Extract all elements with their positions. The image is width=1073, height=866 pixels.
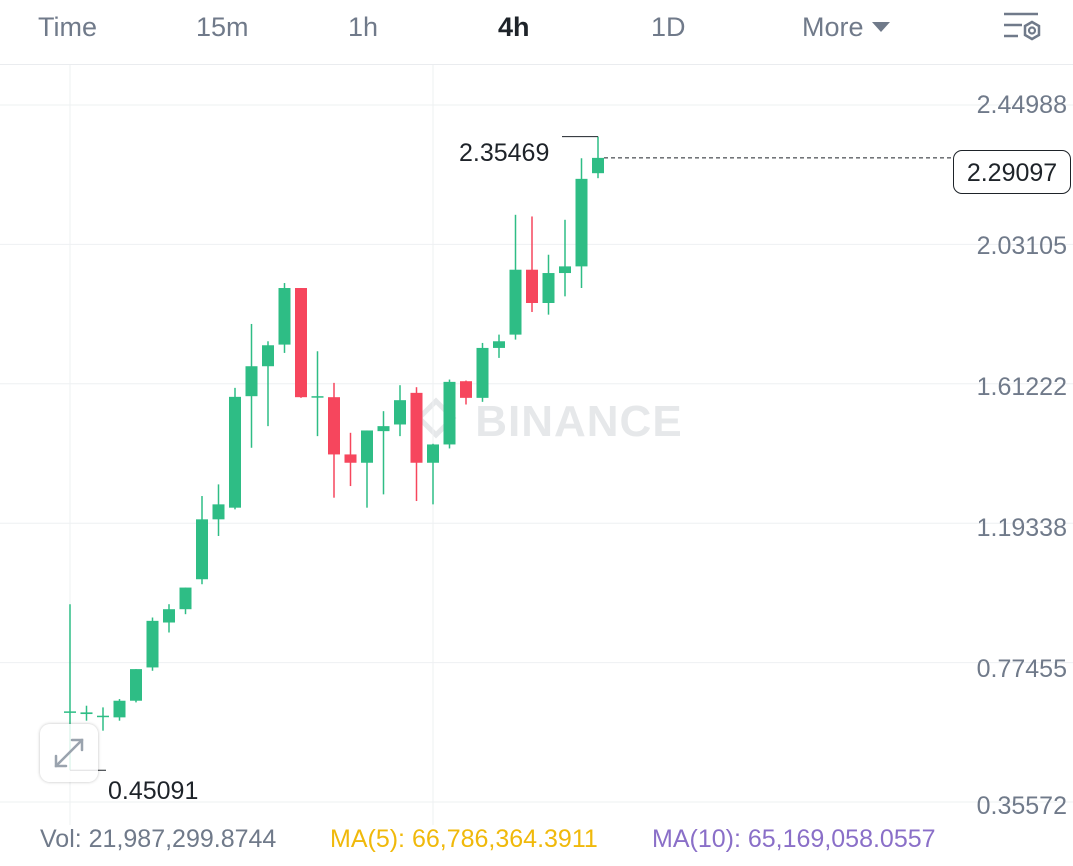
candle-body [245,366,258,397]
tab-time[interactable]: Time [38,12,97,42]
candle-body [97,715,109,718]
header-divider [0,64,1073,65]
candle-body [295,288,307,398]
candle-body [278,288,291,345]
candle-body [163,609,175,623]
volume-label: Vol: 21,987,299.8744 [40,825,277,853]
candle-body [443,381,456,445]
candle-body [493,341,505,348]
tab-1d[interactable]: 1D [651,12,686,42]
ma10-label: MA(10): 65,169,058.0557 [652,825,936,853]
interval-tabs: Time 15m 1h 4h 1D More [0,0,1073,60]
tab-15m[interactable]: 15m [196,12,249,42]
candle-body [592,157,604,174]
fullscreen-expand-button[interactable] [40,724,98,782]
expand-arrows-icon [54,738,84,768]
candle-body [212,504,225,520]
tab-4h[interactable]: 4h [498,12,530,42]
binance-watermark: BINANCE [410,392,683,447]
candle-body [146,620,159,668]
candle-body [229,396,241,508]
price-axis-label: 0.35572 [976,792,1067,820]
candle-body [427,444,439,463]
candle-body [361,430,373,463]
tab-1h[interactable]: 1h [348,12,379,42]
candle-body [394,400,406,425]
candle-body [311,396,324,398]
candle-body [113,700,126,718]
candle-body [377,426,390,432]
candle-body [328,397,340,455]
current-price-badge: 2.29097 [953,150,1071,194]
candle-body [196,519,208,580]
price-axis-label: 2.03105 [976,232,1067,260]
candle-body [460,381,472,398]
candle-body [575,178,588,267]
chart-settings-icon[interactable] [1000,8,1044,48]
candle-body [559,266,571,274]
caret-down-icon [871,22,890,32]
candle-body [476,347,489,398]
price-axis-label: 2.44988 [976,91,1067,119]
candle-body [64,711,76,713]
candle-body [344,454,357,463]
candle-body [130,669,142,701]
candle-body [526,269,538,303]
candle-body [509,269,522,335]
price-axis-label: 0.77455 [976,655,1067,683]
candle-body [262,345,274,367]
tab-more[interactable]: More [802,12,890,43]
tab-more-label: More [802,12,864,42]
high-price-label: 2.35469 [459,139,550,167]
candle-body [179,587,192,610]
candle-body [410,392,423,463]
price-axis-label: 1.19338 [976,514,1067,542]
candle-body [80,712,93,715]
watermark-text: BINANCE [475,397,683,446]
ma5-label: MA(5): 66,786,364.3911 [330,825,598,853]
candlestick-chart[interactable] [0,65,1073,825]
price-axis-label: 1.61222 [976,373,1067,401]
candle-body [542,273,555,303]
low-price-label: 0.45091 [108,777,199,805]
